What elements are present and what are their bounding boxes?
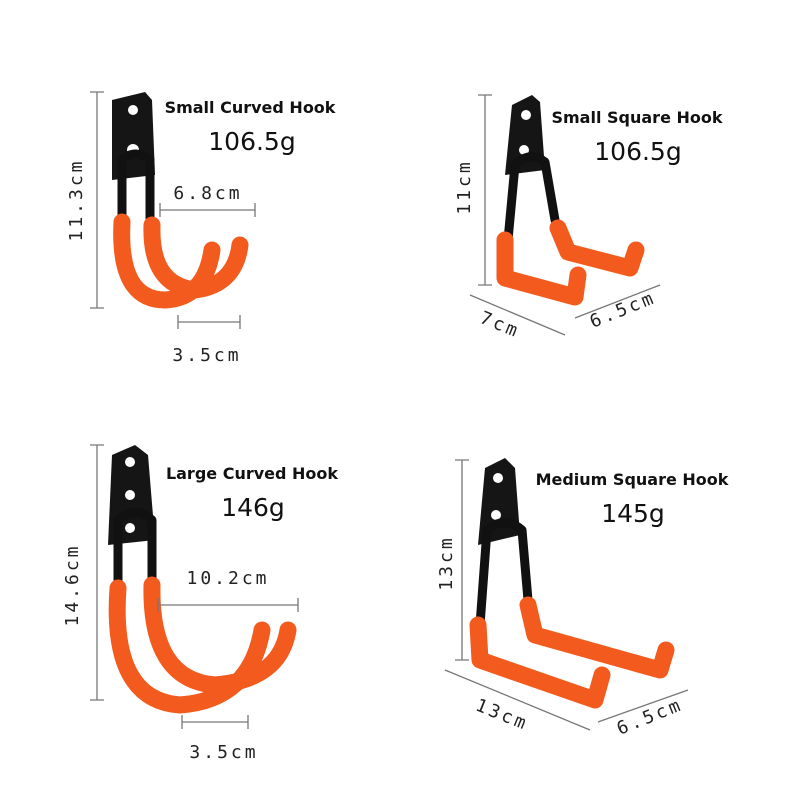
hook-medium-square (444, 458, 689, 731)
dimension-label: 6.5cm (614, 694, 686, 739)
hook-small-square (469, 94, 661, 336)
dimension-label: 11cm (454, 159, 475, 214)
product-name: Large Curved Hook (166, 464, 338, 483)
dimension-label: 10.2cm (186, 568, 269, 589)
dimension-label: 7cm (477, 307, 523, 342)
dimension-label: 11.3cm (66, 158, 87, 241)
product-weight: 106.5g (594, 137, 681, 166)
dimension-label: 13cm (436, 535, 457, 590)
dimension-label: 13cm (472, 695, 531, 735)
dimension-label: 6.8cm (173, 183, 242, 204)
hook-small-curved (90, 91, 256, 329)
product-name: Small Curved Hook (165, 98, 336, 117)
product-weight: 106.5g (208, 127, 295, 156)
dimension-label: 3.5cm (172, 345, 241, 366)
dimension-label: 3.5cm (189, 742, 258, 763)
dimension-label: 6.5cm (587, 287, 659, 332)
dimension-label: 14.6cm (62, 543, 83, 626)
hook-large-curved (90, 444, 299, 729)
product-name: Medium Square Hook (536, 470, 729, 489)
product-name: Small Square Hook (551, 108, 722, 127)
product-weight: 145g (601, 499, 665, 528)
product-weight: 146g (221, 493, 285, 522)
